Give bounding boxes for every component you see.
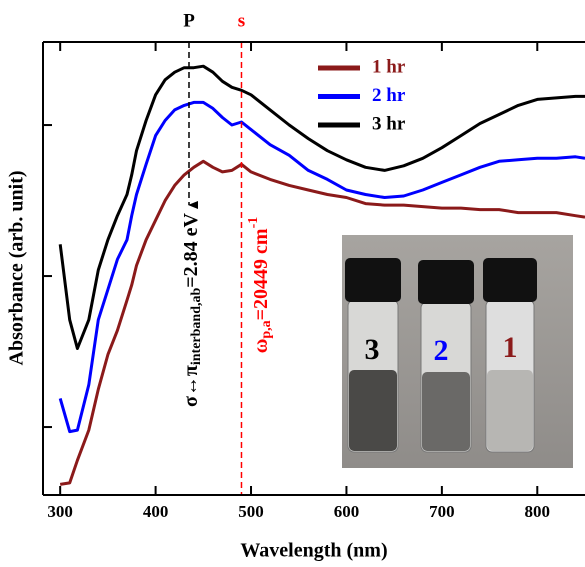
annotation-part: σ↔π	[180, 365, 202, 407]
annotation: σ↔πinterband,ab=2.84 eV	[180, 212, 205, 407]
series-line	[58, 64, 585, 350]
annotation-part: p,a	[259, 320, 274, 338]
x-tick-label: 500	[238, 502, 264, 521]
x-tick-label: 400	[143, 502, 169, 521]
annotation: ωp,a=20449 cm-1	[246, 217, 274, 354]
inset-photo: 3 2 1	[342, 235, 573, 468]
x-axis-label: Wavelength (nm)	[240, 540, 387, 562]
annotation-part: -1	[246, 217, 261, 229]
inset-label: 3	[365, 333, 380, 366]
series-line	[59, 159, 585, 486]
marker-label: P	[183, 10, 195, 31]
x-tick-label: 700	[429, 502, 455, 521]
x-tick-label: 300	[47, 502, 73, 521]
x-tick-label: 800	[525, 502, 551, 521]
annotation-part: =2.84 eV	[180, 212, 202, 287]
annotation-part: ω	[250, 339, 272, 354]
inset-label: 2	[434, 334, 449, 367]
series-line	[58, 100, 585, 434]
legend-label: 2 hr	[372, 85, 406, 106]
y-axis-label: Absorbance (arb. unit)	[6, 170, 28, 365]
inset-label: 1	[503, 331, 518, 364]
legend-label: 3 hr	[372, 113, 406, 134]
marker-label: s	[238, 10, 245, 31]
x-tick-label: 600	[334, 502, 360, 521]
legend-label: 1 hr	[372, 56, 406, 77]
annotation-part: interband,ab	[189, 288, 204, 366]
annotation-part: =20449 cm	[250, 228, 272, 320]
